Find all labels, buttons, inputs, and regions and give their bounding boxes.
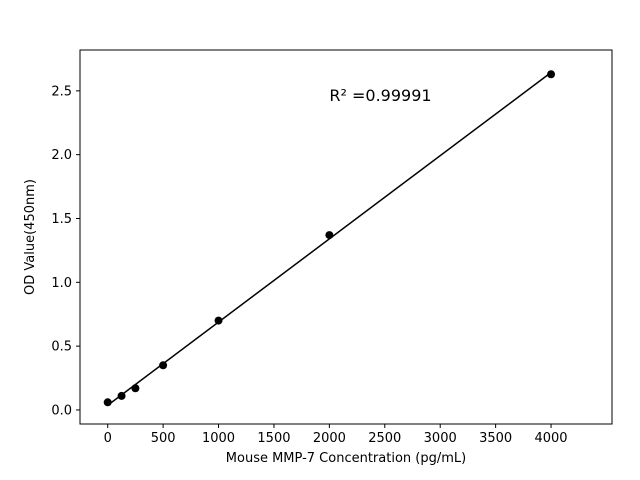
x-tick-label: 4000 <box>534 431 567 446</box>
x-tick-label: 500 <box>151 431 176 446</box>
data-point <box>159 361 168 370</box>
y-tick-label: 1.0 <box>51 276 72 291</box>
data-point <box>547 70 556 79</box>
x-tick-label: 3500 <box>479 431 512 446</box>
data-point <box>214 316 223 325</box>
axes-frame <box>79 49 613 425</box>
y-tick-label: 2.5 <box>51 84 72 99</box>
y-tick-label: 2.0 <box>51 148 72 163</box>
x-tick-label: 2000 <box>313 431 346 446</box>
y-axis-label: OD Value(450nm) <box>23 179 38 295</box>
x-tick-label: 0 <box>104 431 112 446</box>
x-axis-label: Mouse MMP-7 Concentration (pg/mL) <box>226 451 466 466</box>
data-point <box>117 391 126 400</box>
y-tick-label: 0.5 <box>51 340 72 355</box>
x-tick-label: 1500 <box>257 431 290 446</box>
data-point <box>103 398 112 407</box>
x-tick-label: 3000 <box>424 431 457 446</box>
y-tick-label: 1.5 <box>51 212 72 227</box>
y-tick-label: 0.0 <box>51 403 72 418</box>
x-tick-label: 2500 <box>368 431 401 446</box>
data-point <box>325 231 334 240</box>
data-point <box>131 384 140 393</box>
r-squared-annotation: R² =0.99991 <box>329 86 431 105</box>
x-tick-label: 1000 <box>202 431 235 446</box>
